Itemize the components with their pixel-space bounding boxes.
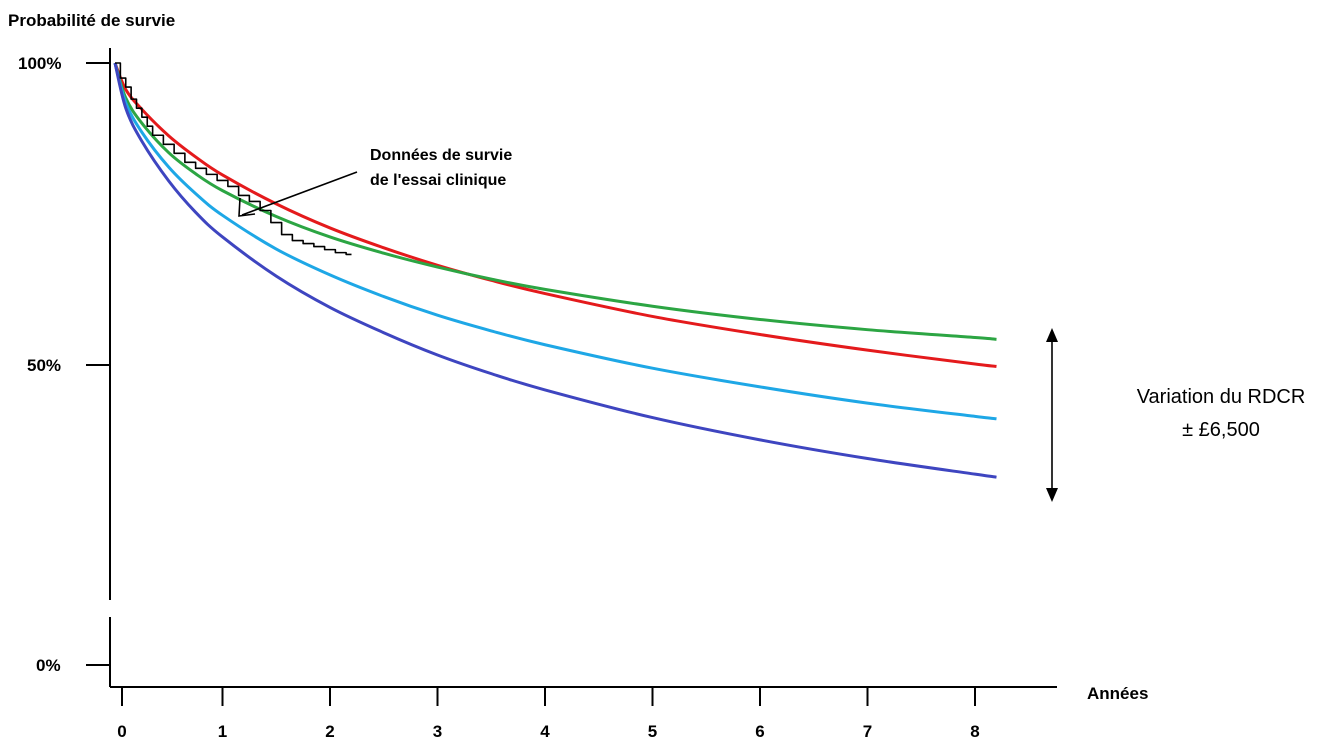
series-line-0	[113, 62, 997, 368]
y-tick-label-50: 50%	[27, 356, 61, 375]
y-ticks: 100% 50% 0%	[18, 54, 110, 675]
x-tick-label-7: 7	[863, 722, 872, 741]
x-ticks: 0 1 2 3 4 5 6 7 8	[117, 687, 980, 741]
x-tick-label-1: 1	[218, 722, 227, 741]
series-line-3	[113, 62, 997, 479]
y-tick-label-100: 100%	[18, 54, 61, 73]
x-tick-label-4: 4	[540, 722, 550, 741]
series-line-2	[113, 62, 997, 421]
icer-annotation-line-2: ± £6,500	[1182, 419, 1260, 441]
trial-annotation-line-1: Données de survie	[370, 147, 512, 164]
icer-arrowhead-up	[1046, 328, 1058, 342]
trial-annotation: Données de survie de l'essai clinique	[238, 147, 512, 217]
trial-annotation-arrowhead	[238, 197, 256, 217]
y-tick-label-0: 0%	[36, 656, 61, 675]
x-tick-label-2: 2	[325, 722, 334, 741]
x-tick-label-3: 3	[433, 722, 442, 741]
series-line-1	[113, 62, 997, 341]
x-tick-label-6: 6	[755, 722, 764, 741]
x-axis-label: Années	[1087, 684, 1148, 703]
icer-annotation-line-1: Variation du RDCR	[1137, 386, 1306, 408]
series-group	[113, 62, 997, 479]
x-tick-label-0: 0	[117, 722, 126, 741]
x-tick-label-8: 8	[970, 722, 979, 741]
icer-arrowhead-down	[1046, 488, 1058, 502]
trial-annotation-line-2: de l'essai clinique	[370, 172, 506, 189]
trial-annotation-arrow	[241, 171, 358, 216]
x-tick-label-5: 5	[648, 722, 657, 741]
icer-annotation: Variation du RDCR ± £6,500	[1046, 328, 1305, 502]
series-line-trial-data	[115, 62, 352, 256]
y-axis-label: Probabilité de survie	[8, 11, 175, 30]
